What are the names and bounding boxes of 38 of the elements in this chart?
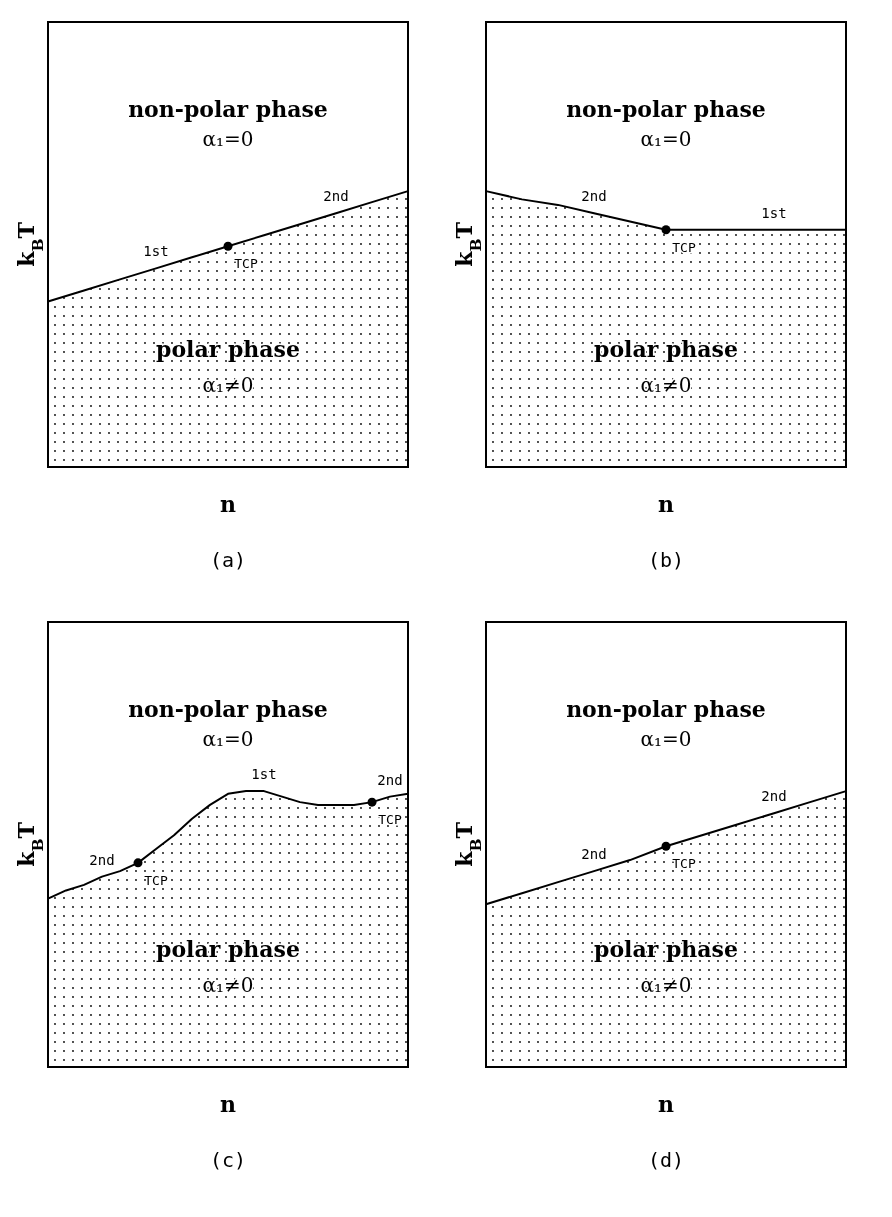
annotation: TCP bbox=[672, 856, 696, 872]
series-label: 2nd bbox=[323, 188, 349, 205]
series-label: 1st bbox=[251, 766, 277, 783]
text: (a) bbox=[209, 548, 247, 572]
text: α₁=0 bbox=[202, 127, 254, 151]
series-label: 1st bbox=[761, 204, 787, 221]
annotation: polar phase bbox=[594, 336, 738, 362]
annotation: TCP bbox=[234, 256, 258, 272]
annotation: polar phase bbox=[156, 336, 300, 362]
text: (d) bbox=[647, 1148, 685, 1172]
annotation: α₁≠0 bbox=[202, 373, 254, 397]
annotation: TCP bbox=[672, 239, 696, 255]
text: α₁=0 bbox=[202, 727, 254, 751]
text: non-polar phase bbox=[566, 696, 766, 722]
annotation: α₁≠0 bbox=[640, 973, 692, 997]
text: (c) bbox=[209, 1148, 247, 1172]
series-label: 1st bbox=[143, 243, 169, 260]
text: non-polar phase bbox=[566, 96, 766, 122]
annotation: polar phase bbox=[156, 936, 300, 962]
x-axis-title: n bbox=[658, 491, 674, 517]
series-label: 2nd bbox=[581, 846, 607, 863]
text: (b) bbox=[647, 548, 685, 572]
text: α₁=0 bbox=[640, 727, 692, 751]
series-label: 2nd bbox=[581, 188, 607, 205]
series-label: 2nd bbox=[761, 788, 787, 805]
text: non-polar phase bbox=[128, 696, 328, 722]
x-axis-title: n bbox=[220, 491, 236, 517]
annotation: α₁≠0 bbox=[640, 373, 692, 397]
annotation: TCP bbox=[378, 812, 402, 828]
series-label: 2nd bbox=[89, 851, 115, 868]
annotation: α₁≠0 bbox=[202, 973, 254, 997]
annotation: TCP bbox=[144, 872, 168, 888]
annotation: polar phase bbox=[594, 936, 738, 962]
series-label: 2nd bbox=[377, 771, 403, 788]
x-axis-title: n bbox=[658, 1091, 674, 1117]
x-axis-title: n bbox=[220, 1091, 236, 1117]
text: non-polar phase bbox=[128, 96, 328, 122]
text: α₁=0 bbox=[640, 127, 692, 151]
